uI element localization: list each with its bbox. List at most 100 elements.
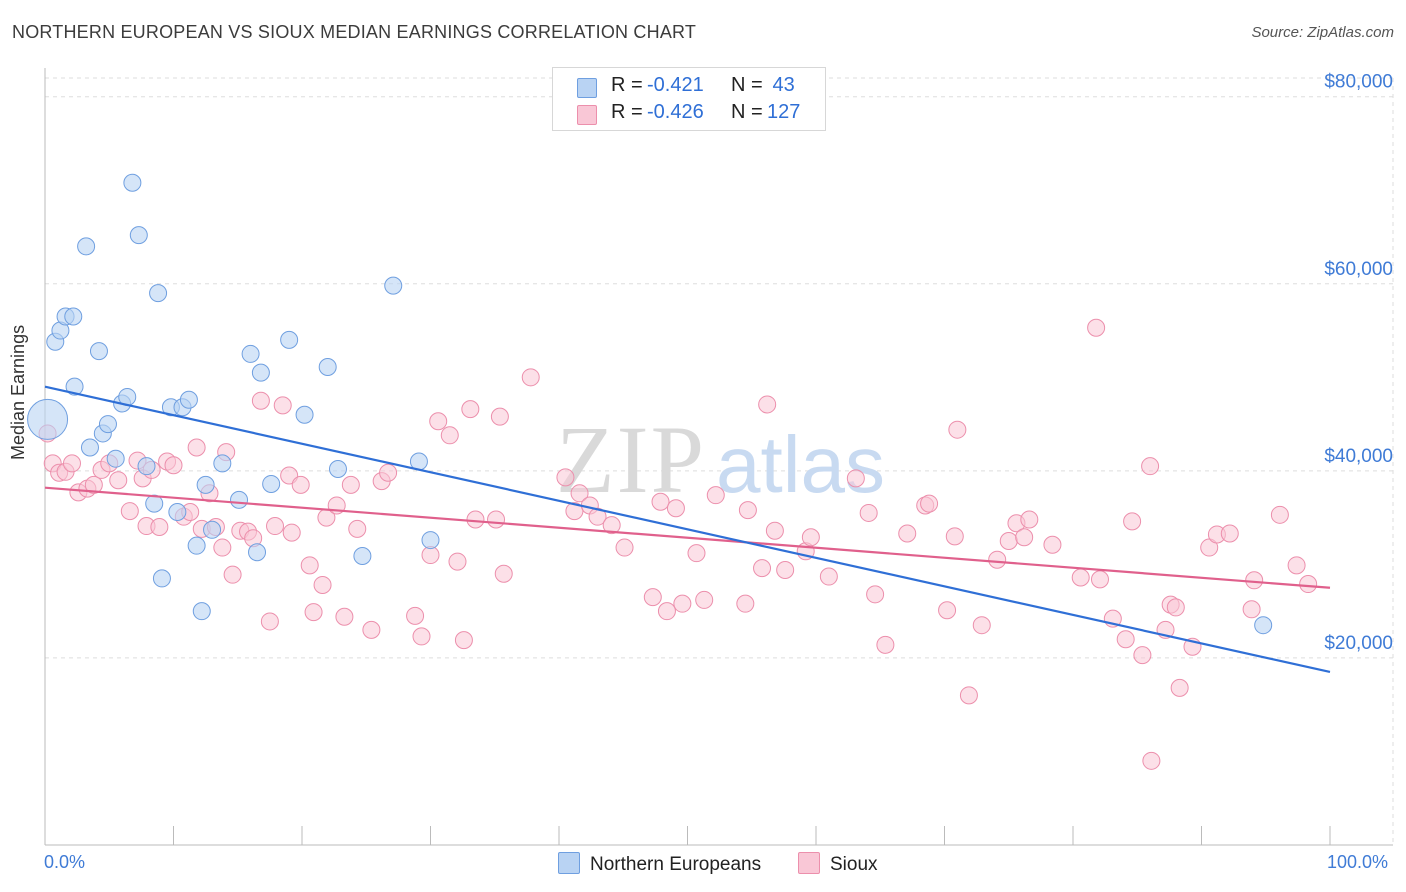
sioux-point — [379, 463, 398, 482]
sioux-point — [412, 627, 431, 646]
sioux-point — [972, 616, 991, 635]
y-tick-labels: $20,000 $40,000 $60,000 $80,000 — [1324, 72, 1393, 654]
sioux-point — [291, 475, 310, 494]
sioux-point — [362, 620, 381, 639]
northern-europeans-trend-line — [44, 385, 1331, 674]
northern-europeans-point — [192, 602, 211, 621]
northern-europeans-point — [280, 330, 299, 349]
y-tick-label: $60,000 — [1324, 259, 1393, 280]
sioux-point — [920, 494, 939, 513]
sioux-point — [251, 391, 270, 410]
sioux-point — [1133, 646, 1152, 665]
legend-label-sioux: Sioux — [830, 854, 878, 875]
trend-lines — [44, 385, 1331, 674]
sioux-point — [223, 565, 242, 584]
northern-europeans-point — [318, 358, 337, 377]
sioux-point — [521, 368, 540, 387]
legend-swatch-blue — [577, 78, 597, 98]
legend-r-value: -0.426 — [647, 101, 704, 123]
northern-europeans-point — [65, 377, 84, 396]
sioux-trend-line — [44, 486, 1331, 589]
sioux-point — [765, 521, 784, 540]
sioux-point — [260, 612, 279, 631]
northern-europeans-point — [421, 531, 440, 550]
sioux-point — [1090, 570, 1109, 589]
sioux-point — [570, 484, 589, 503]
sioux-point — [494, 564, 513, 583]
sioux-point — [706, 486, 725, 505]
sioux-point — [556, 468, 575, 487]
sioux-point — [429, 412, 448, 431]
northern-europeans-point — [187, 536, 206, 555]
sioux-point — [738, 501, 757, 520]
northern-europeans-point — [137, 457, 156, 476]
sioux-point — [801, 528, 820, 547]
sioux-point — [753, 559, 772, 578]
sioux-point — [1141, 457, 1160, 476]
northern-europeans-point — [196, 475, 215, 494]
northern-europeans-point — [80, 438, 99, 457]
northern-europeans-point — [248, 543, 267, 562]
source-credit: Source: ZipAtlas.com — [1251, 24, 1394, 41]
northern-europeans-point — [241, 344, 260, 363]
northern-europeans-point — [251, 363, 270, 382]
sioux-point — [109, 471, 128, 490]
northern-europeans-point — [129, 226, 148, 245]
sioux-point — [945, 527, 964, 546]
northern-europeans-point — [123, 173, 142, 192]
sioux-point — [1170, 678, 1189, 697]
sioux-point — [1142, 751, 1161, 770]
sioux-point — [120, 502, 139, 521]
sioux-point — [776, 561, 795, 580]
x-tick-label-max: 100.0% — [1327, 852, 1389, 872]
stats-legend: R = -0.421 N = 43 R = -0.426 N = 127 — [552, 67, 826, 131]
sioux-point — [687, 544, 706, 563]
legend-swatch-pink — [577, 105, 597, 125]
northern-europeans-point — [262, 474, 281, 493]
sioux-point — [1087, 318, 1106, 337]
sioux-point — [1015, 528, 1034, 547]
sioux-point — [643, 588, 662, 607]
sioux-point — [758, 395, 777, 414]
sioux-point — [1116, 630, 1135, 649]
legend-n-value: 127 — [767, 101, 801, 123]
sioux-point — [876, 635, 895, 654]
sioux-point — [213, 538, 232, 557]
y-tick-label: $80,000 — [1324, 72, 1393, 93]
sioux-point — [62, 454, 81, 473]
sioux-point — [1287, 556, 1306, 575]
northern-europeans-point — [152, 569, 171, 588]
legend-r-label: R = — [611, 101, 643, 123]
sioux-point — [461, 400, 480, 419]
sioux-point — [282, 523, 301, 542]
sioux-point — [1242, 600, 1261, 619]
sioux-point — [999, 532, 1018, 551]
sioux-point — [1299, 575, 1318, 594]
northern-europeans-point — [353, 546, 372, 565]
axes — [44, 68, 1393, 846]
sioux-point — [1245, 571, 1264, 590]
sioux-point — [1220, 524, 1239, 543]
sioux-point — [666, 499, 685, 518]
northern-europeans-point — [98, 415, 117, 434]
sioux-point — [313, 575, 332, 594]
northern-europeans-point — [106, 449, 125, 468]
sioux-point — [695, 590, 714, 609]
sioux-point — [948, 420, 967, 439]
legend-n-label: N = — [731, 101, 763, 123]
northern-europeans-points — [27, 173, 1273, 635]
sioux-point — [335, 607, 354, 626]
watermark-atlas: atlas — [716, 420, 885, 509]
sioux-point — [1020, 510, 1039, 529]
sioux-point — [1123, 512, 1142, 531]
sioux-point — [1270, 505, 1289, 524]
sioux-point — [273, 396, 292, 415]
sioux-point — [84, 475, 103, 494]
sioux-point — [859, 503, 878, 522]
sioux-point — [938, 601, 957, 620]
sioux-point — [466, 510, 485, 529]
sioux-point — [304, 603, 323, 622]
northern-europeans-point — [64, 307, 83, 326]
northern-europeans-point — [168, 503, 187, 522]
